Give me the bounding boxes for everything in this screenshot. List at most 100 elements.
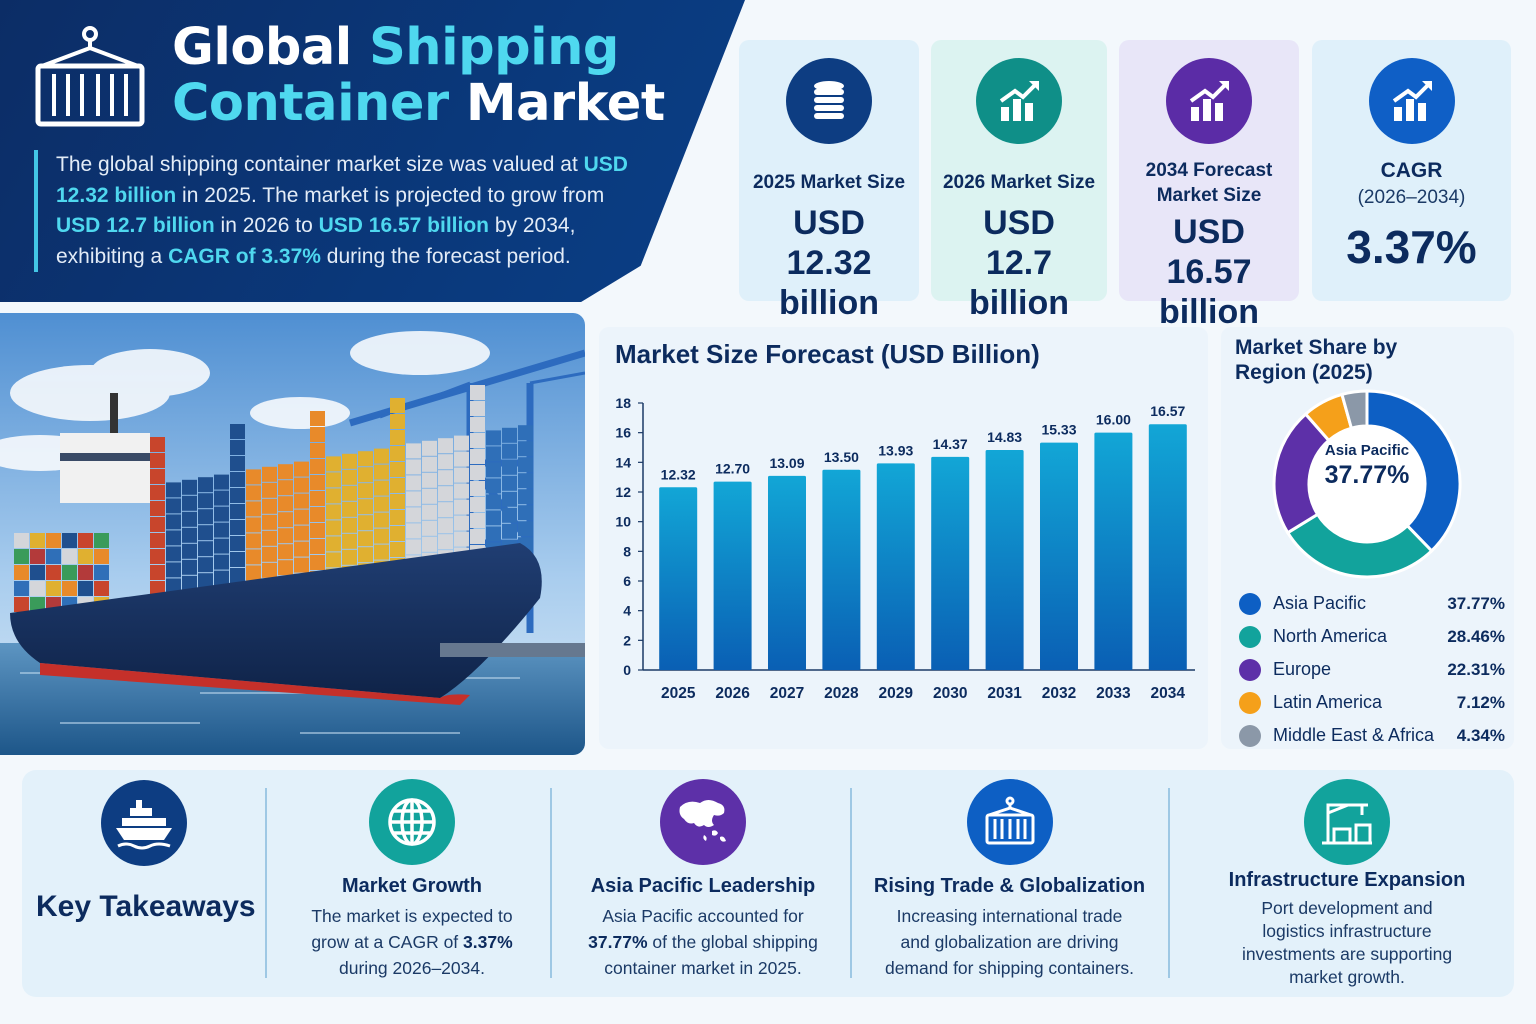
takeaway-text-run: during 2026–2034. xyxy=(339,958,485,978)
bar-chart: 0 2 4 6 8 10 12 14 16 18 12.32 2025 12.70 2026 13.09 20… xyxy=(615,395,1195,702)
legend-swatch xyxy=(1239,658,1261,681)
globe-icon xyxy=(369,779,455,865)
y-tick-label: 12 xyxy=(615,484,631,500)
divider xyxy=(1168,788,1170,978)
bar-2030 xyxy=(931,456,970,670)
x-tick-label: 2027 xyxy=(770,685,804,702)
takeaway-rising-trade: Rising Trade & Globalization Increasing … xyxy=(872,770,1147,997)
legend-label: Europe xyxy=(1273,659,1332,679)
coins-icon xyxy=(786,58,872,144)
x-tick-label: 2025 xyxy=(661,685,696,702)
x-tick-label: 2033 xyxy=(1096,685,1131,702)
donut-center-label: Asia Pacific 37.77% xyxy=(1324,442,1410,489)
growth-chart-icon xyxy=(976,58,1062,144)
stat-card-2026: 2026 Market Size USD 12.7 billion xyxy=(931,40,1107,322)
port-crane-icon xyxy=(1304,779,1390,865)
bar-2028 xyxy=(822,469,861,670)
legend-value: 22.31% xyxy=(1447,659,1505,679)
key-takeaways-header: Key Takeaways xyxy=(22,770,266,997)
legend-value: 28.46% xyxy=(1447,626,1505,646)
y-tick-label: 8 xyxy=(623,543,631,559)
donut-chart xyxy=(1272,389,1462,579)
takeaway-asia-pacific: Asia Pacific Leadership Asia Pacific acc… xyxy=(578,770,828,997)
donut-legend: Asia Pacific 37.77% North America 28.46% Eur… xyxy=(1239,587,1505,752)
takeaway-text-run: The market is expected to grow at a CAGR… xyxy=(311,906,513,952)
legend-label: Asia Pacific xyxy=(1273,593,1367,613)
legend-value: 7.12% xyxy=(1456,692,1505,712)
bar-value-label: 14.83 xyxy=(987,429,1022,445)
bar-value-label: 13.09 xyxy=(769,455,804,471)
y-tick-label: 14 xyxy=(615,454,631,470)
legend-item: Latin America 7.12% xyxy=(1239,686,1505,719)
y-tick-label: 2 xyxy=(623,632,631,648)
summary-run: The global shipping container market siz… xyxy=(56,153,584,176)
page-title: Global Shipping Container Market xyxy=(172,18,665,133)
legend-value: 37.77% xyxy=(1447,593,1505,613)
key-takeaways-panel: Key Takeaways Market Growth The market i… xyxy=(22,770,1514,997)
y-tick-label: 18 xyxy=(615,395,631,411)
growth-chart-icon xyxy=(1166,58,1252,144)
divider xyxy=(265,788,267,978)
hero-banner: Global Shipping Container Market The glo… xyxy=(0,0,745,302)
legend-swatch xyxy=(1239,724,1261,747)
bar-2032 xyxy=(1040,442,1078,670)
x-tick-label: 2029 xyxy=(879,685,914,702)
x-tick-label: 2034 xyxy=(1151,685,1186,702)
container-icon xyxy=(966,779,1053,865)
container-ship-photo xyxy=(0,313,585,755)
takeaway-market-growth: Market Growth The market is expected to … xyxy=(292,770,532,997)
summary-run: USD 12.7 billion xyxy=(56,214,215,237)
asia-map-icon xyxy=(660,779,746,865)
takeaway-text-run: Port development and logistics infrastru… xyxy=(1241,898,1453,987)
legend-swatch xyxy=(1239,592,1261,615)
donut-chart-card: Market Share by Region (2025) Asia Pacif… xyxy=(1221,327,1514,749)
bar-value-label: 13.50 xyxy=(824,449,859,465)
bar-2026 xyxy=(713,481,752,670)
y-tick-label: 0 xyxy=(623,662,631,678)
bar-2034 xyxy=(1148,424,1187,670)
bar-2029 xyxy=(876,463,915,670)
bar-value-label: 14.37 xyxy=(933,436,968,452)
donut-chart-title: Market Share by Region (2025) xyxy=(1235,336,1398,384)
bar-chart-title: Market Size Forecast (USD Billion) xyxy=(615,339,1040,369)
takeaway-text-run: 37.77% xyxy=(588,932,648,952)
stat-card-cagr: CAGR (2026–2034) 3.37% xyxy=(1312,40,1511,301)
bar-value-label: 16.57 xyxy=(1150,403,1185,419)
bar-2031 xyxy=(985,450,1024,670)
legend-item: North America 28.46% xyxy=(1239,620,1505,653)
ship-icon xyxy=(101,780,187,866)
summary-run: by 2034, exhibiting a xyxy=(56,214,576,268)
divider xyxy=(550,788,552,978)
divider xyxy=(850,788,852,978)
x-tick-label: 2031 xyxy=(987,685,1022,702)
takeaway-text-run: of the global shipping container market … xyxy=(604,932,818,978)
stat-card-2025: 2025 Market Size USD 12.32 billion xyxy=(739,40,919,322)
market-summary: The global shipping container market siz… xyxy=(34,150,654,272)
takeaway-infrastructure: Infrastructure Expansion Port developmen… xyxy=(1212,770,1482,997)
legend-label: Middle East & Africa xyxy=(1273,725,1435,745)
y-tick-label: 10 xyxy=(615,514,631,530)
bar-2025 xyxy=(659,487,698,670)
stat-card-2034: 2034 Forecast Market Size USD 16.57 bill… xyxy=(1119,40,1299,331)
y-tick-label: 6 xyxy=(623,573,631,589)
bar-value-label: 15.33 xyxy=(1041,422,1076,438)
x-tick-label: 2030 xyxy=(933,685,967,702)
takeaway-text-run: Increasing international trade and globa… xyxy=(884,906,1135,978)
summary-run: USD 12.32 billion xyxy=(56,153,628,207)
bar-2033 xyxy=(1094,432,1133,670)
y-tick-label: 16 xyxy=(615,425,631,441)
legend-item: Asia Pacific 37.77% xyxy=(1239,587,1505,620)
legend-swatch xyxy=(1239,625,1261,648)
legend-value: 4.34% xyxy=(1456,725,1505,745)
summary-run: during the forecast period. xyxy=(320,244,571,268)
x-tick-label: 2028 xyxy=(824,685,859,702)
takeaway-text-run: 3.37% xyxy=(463,932,513,952)
bar-value-label: 12.32 xyxy=(661,466,696,482)
summary-run: in 2026 to xyxy=(214,214,319,237)
slice-middle-east-africa xyxy=(1340,389,1369,430)
legend-item: Middle East & Africa 4.34% xyxy=(1239,719,1505,752)
slice-asia-pacific xyxy=(1365,389,1462,553)
key-takeaways-title: Key Takeaways xyxy=(36,890,256,923)
container-icon xyxy=(35,26,145,127)
bar-2027 xyxy=(768,475,806,670)
